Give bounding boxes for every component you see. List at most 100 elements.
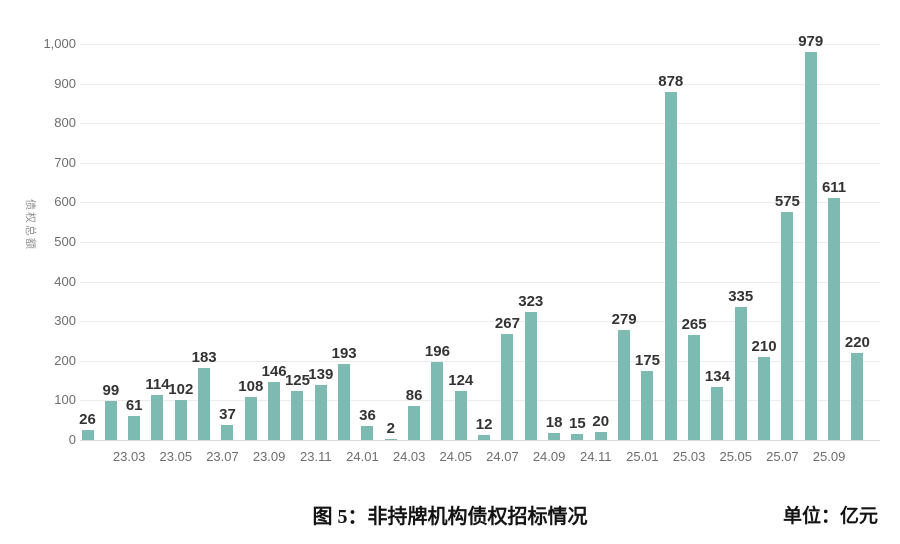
bar-value-label: 99 [102,381,120,399]
bar-value-label: 878 [658,73,684,91]
bar-value-label: 183 [191,348,217,366]
bar [408,405,421,440]
bar [221,425,234,440]
bar-value-label: 36 [359,406,376,424]
bar [81,429,94,440]
bar-value-label: 108 [238,378,264,396]
gridline-600 [80,202,880,204]
bar-value-label: 175 [634,351,660,369]
y-tick-label: 400 [54,273,76,289]
bar-value-label: 124 [448,371,474,389]
bar-value-label: 18 [545,413,563,431]
y-tick-label: 200 [54,352,76,368]
bar [314,384,327,440]
bar-value-label: 139 [308,365,334,383]
bar [711,386,724,440]
bar-value-label: 267 [494,315,520,333]
x-tick-label: 24.11 [579,449,612,464]
bar-value-label: 146 [261,363,287,381]
bar [338,363,351,440]
bar [268,382,281,440]
bar [478,435,491,440]
bar-value-label: 196 [424,343,450,361]
bar-value-label: 193 [331,344,357,362]
y-tick-label: 100 [54,392,76,408]
bar-value-label: 611 [821,179,847,197]
bar [198,367,211,440]
bar [524,312,537,440]
bar [244,397,257,440]
bar [431,362,444,440]
bar-value-label: 134 [704,367,730,385]
bar [151,394,164,440]
bar-value-label: 265 [681,316,707,334]
bar [384,439,397,440]
gridline-500 [80,242,880,243]
unit-label: 单位：亿元 [782,506,878,527]
bar-value-label: 979 [798,33,824,51]
x-tick-label: 25.03 [672,449,706,464]
y-tick-label: 500 [54,234,76,249]
x-tick-label: 25.01 [626,449,659,464]
y-tick-label: 800 [54,115,76,131]
bar [361,425,374,440]
x-tick-label: 24.07 [486,449,519,464]
bar-value-label: 125 [284,371,310,389]
bar-value-label: 210 [751,337,777,355]
x-tick-label: 25.05 [719,449,753,464]
gridline-300 [80,321,880,323]
x-tick-label: 23.05 [159,449,193,464]
bar [618,329,631,440]
gridline-900 [80,83,880,85]
x-tick-label: 24.01 [346,449,379,464]
x-tick-label: 23.09 [252,449,286,464]
bar-value-label: 220 [844,333,870,351]
figure-caption: 图 5：非持牌机构债权招标情况 [312,506,588,528]
bar [734,307,747,440]
bar [664,92,677,440]
bar-value-label: 86 [405,386,423,404]
figure-caption-row: 图 5：非持牌机构债权招标情况 单位：亿元 [0,502,900,536]
bar-value-label: 2 [386,420,395,437]
x-tick-label: 25.07 [766,449,799,464]
gridline-100 [80,400,880,402]
x-tick-label: 23.07 [206,449,239,464]
bar-value-label: 279 [611,310,637,328]
bar [594,432,607,440]
bar-value-label: 20 [592,413,610,431]
bar [104,400,117,440]
bar-value-label: 37 [219,406,236,424]
x-tick-label: 23.03 [112,449,146,464]
bar [291,390,304,440]
bar [758,356,771,440]
bar-value-label: 323 [518,293,544,311]
bar-value-label: 15 [569,415,586,433]
y-tick-label: 0 [68,432,76,447]
bar-value-label: 335 [728,288,754,306]
bar [571,434,584,440]
bar-value-label: 61 [125,396,143,414]
y-tick-label: 600 [54,194,76,210]
bar [548,432,561,440]
gridline-700 [80,162,880,164]
bar-value-label: 12 [475,416,493,434]
bar-value-label: 102 [168,380,194,398]
y-tick-label: 1,000 [43,36,76,51]
bar-value-label: 575 [774,193,800,211]
bar [688,335,701,440]
bar [828,198,841,440]
bar [781,212,794,440]
gridline-400 [80,281,880,283]
x-tick-label: 24.09 [532,449,566,464]
bar [641,370,654,440]
y-tick-label: 700 [54,154,76,170]
bar [128,415,141,440]
bar-value-label: 114 [145,375,170,393]
gridline-0 [80,440,880,441]
bar [804,52,817,440]
y-tick-label: 300 [54,313,76,329]
gridline-200 [80,360,880,362]
bar [851,352,864,440]
